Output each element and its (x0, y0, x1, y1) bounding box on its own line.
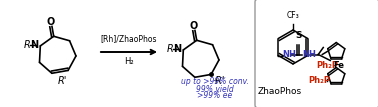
Text: H₂: H₂ (124, 57, 134, 66)
Text: N: N (173, 44, 181, 54)
Text: ZhaoPhos: ZhaoPhos (258, 88, 302, 97)
Text: R: R (167, 44, 174, 54)
Text: Ph₂P: Ph₂P (316, 61, 338, 70)
Text: CF₃: CF₃ (287, 11, 299, 20)
Text: R: R (24, 40, 31, 50)
Text: Ph₂P: Ph₂P (308, 76, 330, 85)
Text: Fe: Fe (333, 61, 344, 70)
Text: up to >99% conv.: up to >99% conv. (181, 77, 249, 86)
Text: NH: NH (282, 50, 296, 59)
Text: NH: NH (302, 50, 316, 59)
Text: [Rh]/ZhaoPhos: [Rh]/ZhaoPhos (101, 34, 157, 43)
Text: >99% ee: >99% ee (197, 91, 232, 100)
Text: O: O (190, 21, 198, 30)
Text: R': R' (57, 76, 67, 86)
Text: ·R': ·R' (213, 76, 225, 86)
Text: 99% yield: 99% yield (196, 85, 234, 94)
Text: N: N (30, 40, 39, 50)
Text: O: O (47, 16, 55, 27)
FancyBboxPatch shape (255, 0, 378, 107)
Text: S: S (295, 30, 302, 39)
